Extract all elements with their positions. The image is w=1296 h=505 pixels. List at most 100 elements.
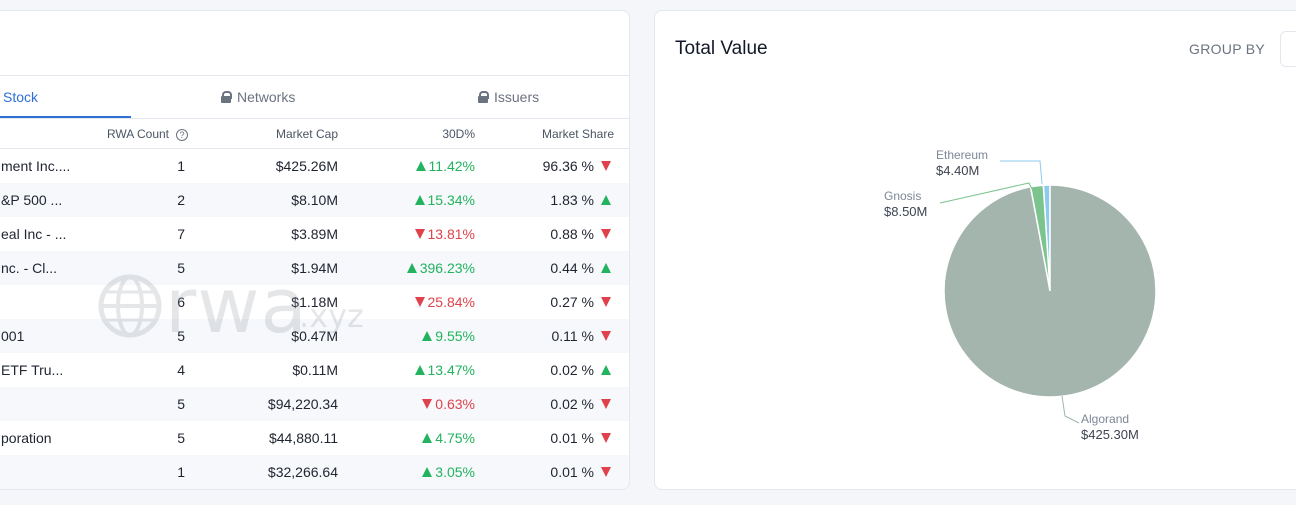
rwa-count: 5 bbox=[177, 328, 185, 344]
rwa-count: 2 bbox=[177, 192, 185, 208]
table-row[interactable]: &P 500 ... 2 $8.10M 15.34% 1.83 % bbox=[0, 183, 629, 217]
triangle-down-icon bbox=[599, 421, 613, 455]
triangle-up-icon bbox=[422, 433, 433, 443]
table-row[interactable]: nc. - Cl... 5 $1.94M 396.23% 0.44 % bbox=[0, 251, 629, 285]
change-30d: 9.55% bbox=[369, 319, 475, 353]
tab-networks[interactable]: Networks bbox=[221, 76, 295, 118]
table-row[interactable]: poration 5 $44,880.11 4.75% 0.01 % bbox=[0, 421, 629, 455]
change-30d: 13.81% bbox=[369, 217, 475, 251]
asset-name: 001 bbox=[1, 328, 25, 344]
tab-issuers[interactable]: Issuers bbox=[478, 76, 539, 118]
triangle-down-icon bbox=[599, 319, 613, 353]
rwa-count: 1 bbox=[177, 158, 185, 174]
tab-stock[interactable]: Stock bbox=[3, 89, 39, 105]
rwa-count: 1 bbox=[177, 464, 185, 480]
triangle-down-icon bbox=[599, 217, 613, 251]
asset-name bbox=[1, 455, 71, 489]
triangle-up-icon bbox=[599, 251, 613, 285]
pie-slice-algorand[interactable] bbox=[943, 184, 1157, 398]
market-share: 96.36 % bbox=[542, 158, 594, 174]
slice-label-value: $8.50M bbox=[884, 204, 927, 219]
table-row[interactable]: 5 $94,220.34 0.63% 0.02 % bbox=[0, 387, 629, 421]
market-share: 0.44 % bbox=[550, 260, 594, 276]
change-30d: 4.75% bbox=[369, 421, 475, 455]
group-by-select[interactable] bbox=[1280, 31, 1296, 67]
table-row[interactable]: 1 $32,266.64 3.05% 0.01 % bbox=[0, 455, 629, 489]
slice-label-value: $4.40M bbox=[936, 163, 979, 178]
market-cap: $44,880.11 bbox=[268, 430, 338, 446]
rwa-count: 5 bbox=[177, 260, 185, 276]
leader-line bbox=[1061, 395, 1080, 424]
rwa-count: 7 bbox=[177, 226, 185, 242]
triangle-down-icon bbox=[599, 285, 613, 319]
triangle-down-icon bbox=[414, 229, 425, 239]
asset-name bbox=[1, 387, 71, 421]
active-tab-indicator bbox=[0, 116, 131, 118]
slice-label-name: Algorand bbox=[1081, 412, 1129, 426]
market-share: 0.02 % bbox=[550, 362, 594, 378]
table-row[interactable]: 6 $1.18M 25.84% 0.27 % bbox=[0, 285, 629, 319]
asset-name: nc. - Cl... bbox=[1, 260, 58, 276]
market-share: 0.11 % bbox=[551, 328, 594, 344]
triangle-up-icon bbox=[599, 183, 613, 217]
help-icon[interactable]: ? bbox=[176, 129, 188, 141]
column-30d-change[interactable]: 30D% bbox=[442, 127, 475, 141]
triangle-up-icon bbox=[422, 467, 433, 477]
table-header: RWA Count? Market Cap 30D% Market Share bbox=[0, 119, 629, 149]
change-30d: 13.47% bbox=[369, 353, 475, 387]
table-row[interactable]: 001 5 $0.47M 9.55% 0.11 % bbox=[0, 319, 629, 353]
triangle-up-icon bbox=[406, 263, 417, 273]
market-cap: $1.18M bbox=[291, 294, 338, 310]
asset-name: eal Inc - ... bbox=[1, 226, 67, 242]
slice-label-value: $425.30M bbox=[1081, 427, 1139, 442]
tab-bar: Stock Networks Issuers bbox=[0, 75, 629, 119]
market-cap: $0.47M bbox=[291, 328, 338, 344]
triangle-up-icon bbox=[422, 331, 433, 341]
market-share: 0.88 % bbox=[550, 226, 594, 242]
leader-line bbox=[1000, 160, 1043, 185]
market-share: 1.83 % bbox=[550, 192, 594, 208]
asset-name: &P 500 ... bbox=[1, 192, 63, 208]
market-share: 0.01 % bbox=[550, 430, 594, 446]
group-by-label: GROUP BY bbox=[1189, 41, 1266, 57]
triangle-up-icon bbox=[415, 161, 426, 171]
market-cap: $1.94M bbox=[291, 260, 338, 276]
change-30d: 396.23% bbox=[369, 251, 475, 285]
market-cap: $94,220.34 bbox=[267, 396, 338, 412]
rankings-card: Stock Networks Issuers RWA Count? Market… bbox=[0, 10, 630, 490]
pie-chart: Ethereum$4.40M Gnosis$8.50M Algorand$425.3… bbox=[884, 148, 1157, 442]
table-row[interactable]: ETF Tru... 4 $0.11M 13.47% 0.02 % bbox=[0, 353, 629, 387]
triangle-down-icon bbox=[414, 297, 425, 307]
asset-name: poration bbox=[1, 430, 52, 446]
change-30d: 25.84% bbox=[369, 285, 475, 319]
table-body: ment Inc.... 1 $425.26M 11.42% 96.36 % &P 500… bbox=[0, 149, 629, 489]
table-row[interactable]: eal Inc - ... 7 $3.89M 13.81% 0.88 % bbox=[0, 217, 629, 251]
table-row[interactable]: ment Inc.... 1 $425.26M 11.42% 96.36 % bbox=[0, 149, 629, 183]
rwa-count: 5 bbox=[177, 430, 185, 446]
rwa-count: 4 bbox=[177, 362, 185, 378]
triangle-down-icon bbox=[599, 455, 613, 489]
column-market-cap[interactable]: Market Cap bbox=[275, 127, 338, 141]
market-share: 0.27 % bbox=[550, 294, 594, 310]
asset-name: ETF Tru... bbox=[1, 362, 64, 378]
change-30d: 3.05% bbox=[369, 455, 475, 489]
change-30d: 0.63% bbox=[369, 387, 475, 421]
lock-icon bbox=[221, 91, 232, 103]
leader-line bbox=[939, 182, 1033, 204]
triangle-down-icon bbox=[599, 387, 613, 421]
market-cap: $32,266.64 bbox=[267, 464, 338, 480]
triangle-down-icon bbox=[422, 399, 433, 409]
triangle-up-icon bbox=[414, 365, 425, 375]
change-30d: 15.34% bbox=[369, 183, 475, 217]
total-value-card: Total Value GROUP BY Ethereum $4.40M Gnosi… bbox=[654, 10, 1296, 490]
asset-name bbox=[1, 285, 71, 319]
panel-title: Total Value bbox=[675, 38, 768, 59]
market-cap: $0.11M bbox=[292, 362, 338, 378]
market-cap: $8.10M bbox=[291, 192, 338, 208]
column-rwa-count[interactable]: RWA Count? bbox=[89, 119, 188, 149]
column-market-share[interactable]: Market Share bbox=[541, 127, 614, 141]
slice-label-name: Ethereum bbox=[936, 148, 988, 162]
triangle-up-icon bbox=[599, 353, 613, 387]
change-30d: 11.42% bbox=[369, 149, 475, 183]
slice-label-name: Gnosis bbox=[884, 189, 921, 203]
